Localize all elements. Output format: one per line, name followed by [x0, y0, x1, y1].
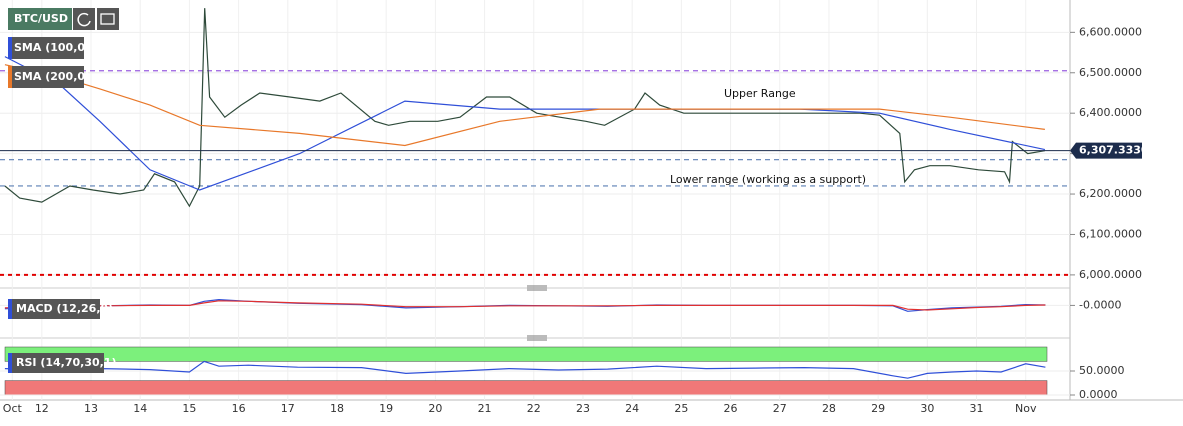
panel-title: RSI (14,70,30,1): [16, 356, 116, 369]
x-tick-label: 15: [182, 402, 196, 415]
settings-icon: [100, 13, 115, 25]
y-tick-label: 0.0000: [1079, 388, 1118, 401]
x-tick-label: 28: [822, 402, 836, 415]
legend-swatch: [8, 353, 12, 373]
settings-button[interactable]: [97, 8, 119, 30]
legend-label: BTC/USD: [14, 12, 68, 25]
y-tick-label: 6,400.0000: [1079, 106, 1142, 119]
panel-title: MACD (12,26,9): [16, 302, 113, 315]
x-tick-label: 21: [478, 402, 492, 415]
legend-box: [8, 37, 84, 59]
legend-box: [8, 66, 84, 88]
last-price-tag: [1070, 142, 1142, 159]
series-line: [4, 360, 1046, 379]
x-tick-label: 29: [871, 402, 885, 415]
x-tick-label: 25: [674, 402, 688, 415]
legend-box: [8, 353, 104, 373]
series-line: [4, 56, 1046, 191]
annotation: Upper Range: [724, 87, 796, 100]
x-tick-label: 14: [133, 402, 147, 415]
y-tick-label: 6,600.0000: [1079, 25, 1142, 38]
x-tick-label: 23: [576, 402, 590, 415]
legend-swatch: [8, 37, 12, 59]
zone-band: [4, 346, 1048, 362]
legend-box: [8, 8, 72, 30]
overlay-box: [5, 235, 138, 266]
last-price-label: 6,307.3330: [1079, 144, 1149, 157]
annotation: Lower range (working as a support): [670, 173, 866, 186]
x-tick-label: 13: [84, 402, 98, 415]
refresh-button[interactable]: [73, 8, 95, 30]
legend-label: SMA (100,0): [14, 41, 90, 54]
x-tick-label: 19: [379, 402, 393, 415]
x-tick-label: 18: [330, 402, 344, 415]
legend-swatch: [8, 66, 12, 88]
x-tick-label: 20: [428, 402, 442, 415]
x-tick-label: Oct: [3, 402, 23, 415]
x-tick-label: 17: [281, 402, 295, 415]
legend-box: [8, 299, 100, 319]
x-tick-label: 16: [232, 402, 246, 415]
x-tick-label: 12: [35, 402, 49, 415]
zone-band: [4, 380, 1048, 396]
x-tick-label: 22: [527, 402, 541, 415]
y-tick-label: 50.0000: [1079, 364, 1125, 377]
y-tick-label: -0.0000: [1079, 298, 1121, 311]
y-tick-label: 6,100.0000: [1079, 227, 1142, 240]
series-line: [4, 64, 1045, 147]
y-tick-label: 6,200.0000: [1079, 187, 1142, 200]
x-tick-label: Nov: [1015, 402, 1037, 415]
y-tick-label: 6,500.0000: [1079, 66, 1142, 79]
series-line: [4, 8, 1045, 208]
legend-swatch: [8, 299, 12, 319]
series-line: [4, 300, 1046, 311]
x-tick-label: 26: [724, 402, 738, 415]
x-tick-label: 24: [625, 402, 639, 415]
x-tick-label: 27: [773, 402, 787, 415]
x-tick-label: 31: [970, 402, 984, 415]
refresh-icon: [77, 12, 91, 27]
y-tick-label: 6,000.0000: [1079, 268, 1142, 281]
x-tick-label: 30: [920, 402, 934, 415]
legend-label: SMA (200,0): [14, 70, 90, 83]
